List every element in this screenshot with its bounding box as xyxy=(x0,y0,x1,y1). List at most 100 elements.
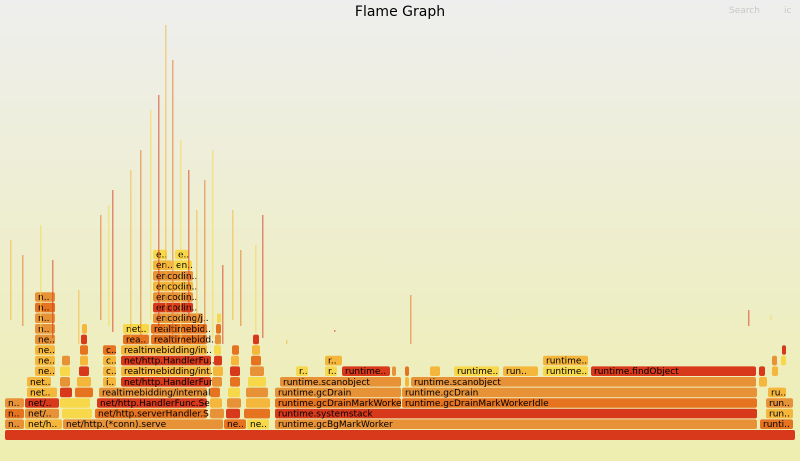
flame-frame[interactable] xyxy=(231,355,239,366)
flame-frame[interactable]: ne.. xyxy=(247,419,269,430)
flame-frame-rect[interactable] xyxy=(121,345,207,355)
flame-frame-rect[interactable] xyxy=(275,387,401,398)
flame-frame-rect[interactable] xyxy=(224,419,246,429)
flame-frame[interactable] xyxy=(230,377,240,387)
flame-frame[interactable]: en.. xyxy=(153,260,173,271)
flame-frame[interactable] xyxy=(62,355,70,366)
flame-frame-rect[interactable] xyxy=(402,387,757,398)
flame-frame[interactable] xyxy=(80,355,88,366)
flame-frame-rect[interactable] xyxy=(402,398,757,408)
flame-frame[interactable] xyxy=(77,377,91,387)
flame-frame[interactable]: n.. xyxy=(5,419,24,430)
flame-frame-rect[interactable] xyxy=(62,408,92,419)
flame-frame-rect[interactable] xyxy=(228,387,240,398)
flame-frame[interactable]: encodin.. xyxy=(153,292,197,303)
flame-frame[interactable]: realtimebidding/in.. xyxy=(121,345,212,356)
flame-frame[interactable] xyxy=(405,366,409,376)
flame-frame-rect[interactable] xyxy=(151,334,207,345)
flame-frame[interactable] xyxy=(772,355,777,366)
flame-frame[interactable]: i.. xyxy=(103,377,116,388)
flame-frame-rect[interactable] xyxy=(212,377,222,387)
flame-frame-rect[interactable] xyxy=(250,366,264,376)
flame-frame[interactable]: ru.. xyxy=(768,387,786,399)
flame-frame-rect[interactable] xyxy=(325,355,342,366)
flame-frame-rect[interactable] xyxy=(103,355,116,366)
flame-frame[interactable] xyxy=(781,355,786,366)
flame-frame[interactable]: net/http.(*conn).serve xyxy=(63,419,223,430)
flame-frame-rect[interactable] xyxy=(27,387,57,398)
flame-frame[interactable] xyxy=(405,377,409,387)
flame-frame[interactable]: net.. xyxy=(123,324,149,335)
flame-frame-rect[interactable] xyxy=(296,366,308,376)
flame-frame[interactable]: runtime.. xyxy=(543,366,588,377)
flame-frame-rect[interactable] xyxy=(153,260,172,270)
flame-frame-rect[interactable] xyxy=(75,387,93,398)
flame-frame[interactable]: r.. xyxy=(296,366,308,377)
flame-frame-rect[interactable] xyxy=(121,355,211,366)
flame-frame[interactable] xyxy=(250,366,264,376)
flame-frame-rect[interactable] xyxy=(80,355,88,366)
flame-frame[interactable] xyxy=(5,430,795,440)
flame-frame[interactable]: e.. xyxy=(153,249,167,261)
flame-frame-rect[interactable] xyxy=(246,387,268,398)
flame-frame-rect[interactable] xyxy=(231,355,239,366)
flame-frame[interactable]: net/http.HandlerFun.. xyxy=(121,377,220,388)
flame-frame[interactable]: encodin.. xyxy=(153,281,197,293)
flame-frame[interactable]: n.. xyxy=(5,408,24,420)
flame-frame[interactable] xyxy=(80,345,88,355)
flame-frame[interactable] xyxy=(210,408,224,419)
flame-frame-rect[interactable] xyxy=(252,345,260,355)
flame-frame-rect[interactable] xyxy=(121,377,211,387)
flame-frame[interactable]: c.. xyxy=(103,366,117,377)
flame-frame-rect[interactable] xyxy=(5,408,24,419)
flame-frame-rect[interactable] xyxy=(275,408,757,419)
flame-frame-rect[interactable] xyxy=(214,345,221,355)
flame-frame[interactable] xyxy=(759,377,767,387)
flame-frame[interactable]: runtime.scanobject xyxy=(411,377,756,388)
flame-frame[interactable]: run.. xyxy=(766,398,793,409)
flame-frame[interactable]: ne.. xyxy=(35,334,55,346)
flame-frame[interactable]: c.. xyxy=(103,345,117,356)
flame-frame[interactable]: ne.. xyxy=(35,366,55,377)
flame-frame-rect[interactable] xyxy=(759,377,767,387)
flame-frame-rect[interactable] xyxy=(25,398,59,408)
flame-frame-rect[interactable] xyxy=(5,398,24,408)
flame-frame-rect[interactable] xyxy=(214,355,222,366)
flame-frame-rect[interactable] xyxy=(405,366,409,376)
flame-frame-rect[interactable] xyxy=(82,324,87,334)
flame-frame[interactable]: net/http.serverHandler.S.. xyxy=(95,408,215,420)
flame-frame[interactable]: runtime.findObject xyxy=(591,366,756,377)
flame-frame[interactable]: r.. xyxy=(325,355,342,367)
flame-frame[interactable] xyxy=(772,366,778,376)
flame-frame[interactable] xyxy=(62,408,92,419)
flame-frame-rect[interactable] xyxy=(325,366,337,376)
flame-frame-rect[interactable] xyxy=(275,398,401,408)
flame-frame-rect[interactable] xyxy=(230,366,240,376)
flame-frame-rect[interactable] xyxy=(27,377,51,387)
flame-frame-rect[interactable] xyxy=(25,408,59,419)
flame-frame[interactable]: runtime.gcDrainMarkWorkerIdle xyxy=(402,398,757,409)
flame-frame-rect[interactable] xyxy=(35,345,55,355)
flame-frame-rect[interactable] xyxy=(95,408,207,419)
flame-frame-rect[interactable] xyxy=(227,398,241,408)
flame-frame-rect[interactable] xyxy=(782,345,786,355)
flame-frame-rect[interactable] xyxy=(215,334,221,345)
flame-frame[interactable]: net/.. xyxy=(25,398,59,409)
flame-frame[interactable]: r.. xyxy=(325,366,337,377)
flame-frame[interactable]: runtime.gcDrainMarkWorker.. xyxy=(275,398,410,409)
flame-frame-rect[interactable] xyxy=(25,419,62,429)
flame-frame[interactable]: n.. xyxy=(5,398,24,409)
flame-frame-rect[interactable] xyxy=(246,398,270,408)
flame-frame-rect[interactable] xyxy=(5,430,795,440)
flame-frame-rect[interactable] xyxy=(153,249,167,260)
flame-frame[interactable] xyxy=(232,345,239,355)
flame-frame[interactable]: net.. xyxy=(27,377,51,388)
flame-frame[interactable] xyxy=(215,334,221,345)
flame-frame-rect[interactable] xyxy=(342,366,390,376)
flame-frame[interactable]: runtime.scanobject xyxy=(280,377,401,388)
flame-frame[interactable]: runtime.. xyxy=(342,366,390,377)
flame-frame-rect[interactable] xyxy=(60,387,72,398)
flame-frame-rect[interactable] xyxy=(543,366,588,376)
flame-frame[interactable] xyxy=(82,324,87,334)
flame-frame[interactable] xyxy=(227,398,241,408)
